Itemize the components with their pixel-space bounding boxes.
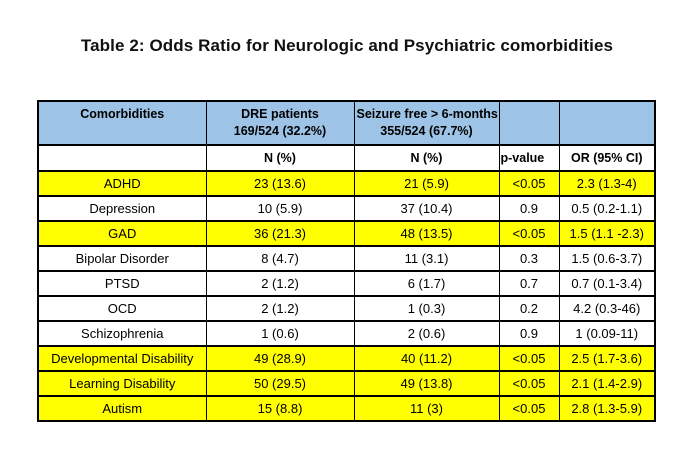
comorbidity-cell: GAD [37,220,207,247]
header-row-groups: Comorbidities DRE patients 169/524 (32.2… [37,100,656,146]
subheader-cell-empty [37,144,207,172]
p-value-cell: 0.2 [498,295,560,322]
p-value-cell: <0.05 [498,345,560,372]
dre-n-pct-cell: 15 (8.8) [205,395,355,422]
or-ci-cell: 0.5 (0.2-1.1) [558,195,656,222]
p-value-cell: 0.9 [498,320,560,347]
seizure-free-n-pct-cell: 1 (0.3) [353,295,500,322]
subheader-cell-n-pct-dre: N (%) [205,144,355,172]
comorbidity-cell: Bipolar Disorder [37,245,207,272]
dre-n-pct-cell: 49 (28.9) [205,345,355,372]
table-row: Bipolar Disorder 8 (4.7) 11 (3.1) 0.3 1.… [37,245,656,272]
header-dre-line2: 169/524 (32.2%) [233,123,327,138]
comorbidity-cell: Learning Disability [37,370,207,397]
seizure-free-n-pct-cell: 48 (13.5) [353,220,500,247]
header-cell-dre-patients: DRE patients 169/524 (32.2%) [205,100,355,146]
or-ci-cell: 0.7 (0.1-3.4) [558,270,656,297]
table-row: OCD 2 (1.2) 1 (0.3) 0.2 4.2 (0.3-46) [37,295,656,322]
dre-n-pct-cell: 2 (1.2) [205,270,355,297]
table-row: Depression 10 (5.9) 37 (10.4) 0.9 0.5 (0… [37,195,656,222]
p-value-cell: <0.05 [498,170,560,197]
comorbidity-cell: PTSD [37,270,207,297]
or-ci-cell: 2.8 (1.3-5.9) [558,395,656,422]
or-ci-cell: 1 (0.09-11) [558,320,656,347]
comorbidity-cell: Depression [37,195,207,222]
header-seizure-line2: 355/524 (67.7%) [380,123,473,138]
comorbidity-cell: OCD [37,295,207,322]
header-row-measures: N (%) N (%) p-value OR (95% CI) [37,144,656,172]
subheader-cell-n-pct-seizure: N (%) [353,144,500,172]
table-header: Comorbidities DRE patients 169/524 (32.2… [37,100,656,172]
table-body: ADHD 23 (13.6) 21 (5.9) <0.05 2.3 (1.3-4… [37,170,656,422]
comorbidity-cell: Autism [37,395,207,422]
or-ci-cell: 1.5 (1.1 -2.3) [558,220,656,247]
table-row: Schizophrenia 1 (0.6) 2 (0.6) 0.9 1 (0.0… [37,320,656,347]
header-cell-seizure-free: Seizure free > 6-months 355/524 (67.7%) [353,100,500,146]
subheader-cell-p-value: p-value [498,144,560,172]
or-ci-cell: 1.5 (0.6-3.7) [558,245,656,272]
dre-n-pct-cell: 50 (29.5) [205,370,355,397]
table-row: Developmental Disability 49 (28.9) 40 (1… [37,345,656,372]
header-cell-empty-or [558,100,656,146]
table-row: ADHD 23 (13.6) 21 (5.9) <0.05 2.3 (1.3-4… [37,170,656,197]
or-ci-cell: 2.3 (1.3-4) [558,170,656,197]
seizure-free-n-pct-cell: 40 (11.2) [353,345,500,372]
p-value-cell: 0.9 [498,195,560,222]
seizure-free-n-pct-cell: 49 (13.8) [353,370,500,397]
p-value-cell: <0.05 [498,370,560,397]
p-value-cell: <0.05 [498,220,560,247]
header-dre-line1: DRE patients [241,107,319,121]
p-value-cell: 0.7 [498,270,560,297]
seizure-free-n-pct-cell: 11 (3) [353,395,500,422]
comorbidity-cell: ADHD [37,170,207,197]
table-row: PTSD 2 (1.2) 6 (1.7) 0.7 0.7 (0.1-3.4) [37,270,656,297]
seizure-free-n-pct-cell: 11 (3.1) [353,245,500,272]
p-value-cell: 0.3 [498,245,560,272]
seizure-free-n-pct-cell: 6 (1.7) [353,270,500,297]
or-ci-cell: 2.5 (1.7-3.6) [558,345,656,372]
seizure-free-n-pct-cell: 21 (5.9) [353,170,500,197]
table-row: Learning Disability 50 (29.5) 49 (13.8) … [37,370,656,397]
dre-n-pct-cell: 23 (13.6) [205,170,355,197]
dre-n-pct-cell: 8 (4.7) [205,245,355,272]
dre-n-pct-cell: 10 (5.9) [205,195,355,222]
subheader-cell-or-ci: OR (95% CI) [558,144,656,172]
or-ci-cell: 2.1 (1.4-2.9) [558,370,656,397]
comorbidities-table: Comorbidities DRE patients 169/524 (32.2… [37,100,656,422]
table-row: Autism 15 (8.8) 11 (3) <0.05 2.8 (1.3-5.… [37,395,656,422]
dre-n-pct-cell: 2 (1.2) [205,295,355,322]
comorbidity-cell: Schizophrenia [37,320,207,347]
seizure-free-n-pct-cell: 37 (10.4) [353,195,500,222]
comorbidity-cell: Developmental Disability [37,345,207,372]
p-value-cell: <0.05 [498,395,560,422]
seizure-free-n-pct-cell: 2 (0.6) [353,320,500,347]
dre-n-pct-cell: 36 (21.3) [205,220,355,247]
header-cell-comorbidities: Comorbidities [37,100,207,146]
or-ci-cell: 4.2 (0.3-46) [558,295,656,322]
dre-n-pct-cell: 1 (0.6) [205,320,355,347]
page-title: Table 2: Odds Ratio for Neurologic and P… [80,36,614,55]
header-cell-empty-pvalue [498,100,560,146]
header-seizure-line1: Seizure free > 6-months [356,107,498,121]
table-row: GAD 36 (21.3) 48 (13.5) <0.05 1.5 (1.1 -… [37,220,656,247]
